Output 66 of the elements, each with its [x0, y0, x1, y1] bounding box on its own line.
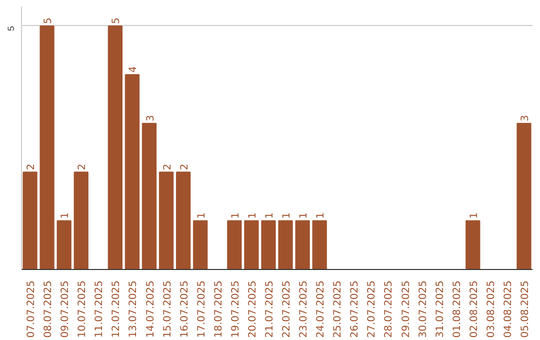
- data-label: 1: [230, 212, 242, 219]
- data-label: 1: [298, 212, 310, 219]
- data-label: 1: [196, 212, 208, 219]
- bar: [193, 220, 208, 270]
- bar: [278, 220, 293, 270]
- data-label: 4: [128, 66, 140, 73]
- x-tick-label: 10.07.2025: [77, 280, 88, 338]
- data-label: 2: [162, 164, 174, 170]
- bar: [295, 220, 310, 270]
- data-label: 1: [282, 212, 293, 219]
- x-tick-label: 11.07.2025: [94, 280, 106, 338]
- data-label: 2: [26, 164, 38, 170]
- x-tick-label: 29.07.2025: [400, 280, 412, 338]
- bar: [176, 172, 191, 270]
- x-tick-label: 18.07.2025: [213, 280, 224, 338]
- data-label: 5: [111, 18, 122, 24]
- bar: [312, 220, 327, 270]
- x-tick-label: 01.08.2025: [452, 280, 463, 338]
- x-tick-label: 09.07.2025: [60, 280, 72, 338]
- x-tick-label: 19.07.2025: [230, 280, 242, 338]
- bar: [124, 74, 140, 270]
- data-label: 1: [60, 212, 72, 219]
- x-tick-label: 04.08.2025: [502, 280, 514, 338]
- bar: [158, 172, 174, 270]
- x-tick-label: 21.07.2025: [264, 280, 276, 338]
- data-label: 5: [43, 18, 54, 24]
- bar: [40, 25, 54, 270]
- x-tick-label: 28.07.2025: [384, 280, 395, 338]
- x-tick-label: 30.07.2025: [418, 280, 429, 338]
- bar: [516, 122, 532, 270]
- x-tick-label: 12.07.2025: [111, 280, 122, 338]
- bar: [56, 220, 72, 270]
- bar: [261, 220, 276, 270]
- x-tick-label: 27.07.2025: [366, 280, 378, 338]
- bar: [22, 172, 38, 270]
- x-tick-label: 23.07.2025: [298, 280, 310, 338]
- x-tick-label: 16.07.2025: [179, 280, 190, 338]
- x-tick-label: 08.07.2025: [43, 280, 54, 338]
- x-tick-label: 13.07.2025: [128, 280, 140, 338]
- data-label: 2: [179, 164, 190, 170]
- data-label: 3: [520, 115, 531, 122]
- bar: [466, 220, 480, 270]
- data-label: 1: [247, 212, 258, 219]
- x-tick-label: 17.07.2025: [196, 280, 208, 338]
- x-tick-label: 24.07.2025: [316, 280, 327, 338]
- data-label: 1: [468, 212, 480, 219]
- x-tick-label: 26.07.2025: [350, 280, 361, 338]
- data-label: 2: [77, 164, 88, 170]
- bar: [142, 122, 157, 270]
- x-tick-label: 07.07.2025: [26, 280, 38, 338]
- x-tick-label: 03.08.2025: [486, 280, 497, 338]
- data-label: 3: [145, 115, 156, 122]
- bar: [227, 220, 242, 270]
- x-tick-label: 25.07.2025: [332, 280, 344, 338]
- x-tick-label: 02.08.2025: [468, 280, 480, 338]
- x-tick-label: 22.07.2025: [282, 280, 293, 338]
- x-tick-label: 14.07.2025: [145, 280, 156, 338]
- data-label: 1: [316, 212, 327, 219]
- bar: [108, 25, 122, 270]
- x-tick-label: 31.07.2025: [434, 280, 446, 338]
- bar: [244, 220, 259, 270]
- x-tick-label: 15.07.2025: [162, 280, 174, 338]
- x-tick-label: 05.08.2025: [520, 280, 531, 338]
- data-label: 1: [264, 212, 276, 219]
- bar: [74, 172, 88, 270]
- x-tick-label: 20.07.2025: [247, 280, 258, 338]
